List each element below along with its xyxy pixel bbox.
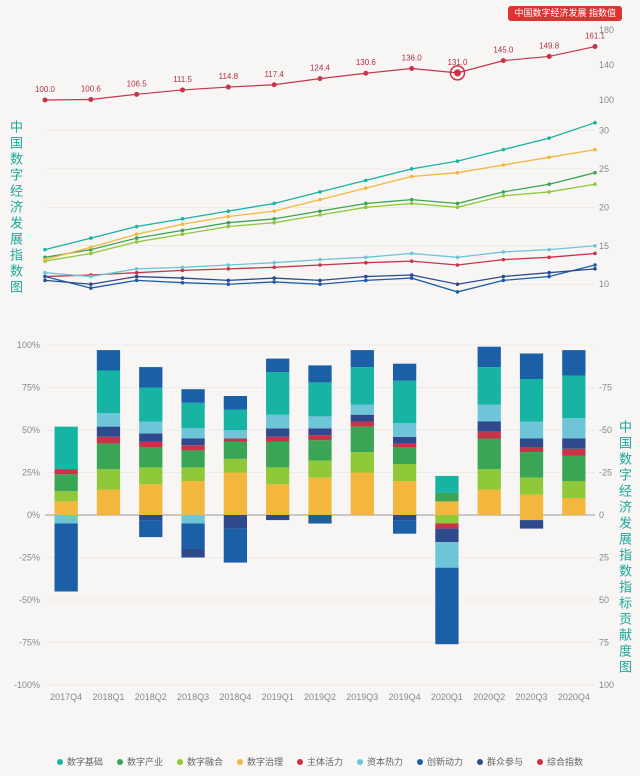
legend-item: 资本热力 xyxy=(357,755,403,768)
svg-text:25: 25 xyxy=(599,553,609,563)
svg-text:20: 20 xyxy=(599,202,609,212)
svg-text:100%: 100% xyxy=(17,340,40,350)
legend-item: 数字治理 xyxy=(237,755,283,768)
svg-text:100: 100 xyxy=(599,95,614,105)
svg-text:0%: 0% xyxy=(27,510,40,520)
svg-text:2019Q1: 2019Q1 xyxy=(262,692,294,702)
top-chart: 100140180100.0100.6106.5111.5114.8117.41… xyxy=(0,0,640,330)
svg-text:2020Q4: 2020Q4 xyxy=(558,692,590,702)
legend-item: 数字产业 xyxy=(117,755,163,768)
svg-text:-50%: -50% xyxy=(19,595,40,605)
legend-item: 数字融合 xyxy=(177,755,223,768)
svg-text:2018Q3: 2018Q3 xyxy=(177,692,209,702)
svg-text:117.4: 117.4 xyxy=(264,70,284,79)
svg-text:-100%: -100% xyxy=(14,680,40,690)
svg-text:2018Q4: 2018Q4 xyxy=(219,692,251,702)
svg-text:50: 50 xyxy=(599,595,609,605)
svg-text:100.6: 100.6 xyxy=(81,84,102,93)
svg-text:2018Q2: 2018Q2 xyxy=(135,692,167,702)
svg-text:0: 0 xyxy=(599,510,604,520)
svg-text:140: 140 xyxy=(599,60,614,70)
svg-text:2019Q4: 2019Q4 xyxy=(389,692,421,702)
legend-item: 综合指数 xyxy=(537,755,583,768)
svg-text:145.0: 145.0 xyxy=(493,46,514,55)
svg-text:50%: 50% xyxy=(22,425,40,435)
svg-text:130.6: 130.6 xyxy=(356,58,377,67)
svg-text:30: 30 xyxy=(599,125,609,135)
svg-text:-25: -25 xyxy=(599,468,612,478)
svg-text:-50: -50 xyxy=(599,425,612,435)
legend-item: 创新动力 xyxy=(417,755,463,768)
svg-text:-25%: -25% xyxy=(19,553,40,563)
svg-text:15: 15 xyxy=(599,241,609,251)
svg-text:161.1: 161.1 xyxy=(585,32,606,41)
svg-text:114.8: 114.8 xyxy=(219,72,239,81)
svg-text:2019Q3: 2019Q3 xyxy=(346,692,378,702)
svg-text:2020Q3: 2020Q3 xyxy=(516,692,548,702)
svg-text:10: 10 xyxy=(599,279,609,289)
svg-text:111.5: 111.5 xyxy=(173,75,192,84)
svg-text:100: 100 xyxy=(599,680,614,690)
svg-text:100.0: 100.0 xyxy=(35,85,56,94)
svg-text:2020Q1: 2020Q1 xyxy=(431,692,463,702)
svg-text:-75%: -75% xyxy=(19,638,40,648)
bottom-chart: -100% 100 -75% 75 -50% 50 -25% 25 0% 0 25% -25 50% -5… xyxy=(0,330,640,730)
svg-text:124.4: 124.4 xyxy=(310,64,331,73)
svg-text:75%: 75% xyxy=(22,383,40,393)
svg-text:2019Q2: 2019Q2 xyxy=(304,692,336,702)
svg-text:106.5: 106.5 xyxy=(127,79,148,88)
svg-text:75: 75 xyxy=(599,638,609,648)
svg-text:2017Q4: 2017Q4 xyxy=(50,692,82,702)
svg-text:136.0: 136.0 xyxy=(402,54,423,63)
svg-text:149.8: 149.8 xyxy=(539,41,560,50)
svg-text:25: 25 xyxy=(599,164,609,174)
svg-text:2018Q1: 2018Q1 xyxy=(92,692,124,702)
legend-item: 群众参与 xyxy=(477,755,523,768)
svg-text:2020Q2: 2020Q2 xyxy=(473,692,505,702)
svg-text:131.0: 131.0 xyxy=(447,58,468,67)
legend-item: 主体活力 xyxy=(297,755,343,768)
legend-item: 数字基础 xyxy=(57,755,103,768)
legend: 数字基础 数字产业 数字融合 数字治理 主体活力 资本热力 创新动力 群众参与 综合指数 xyxy=(40,755,600,768)
svg-text:25%: 25% xyxy=(22,468,40,478)
svg-text:-75: -75 xyxy=(599,383,612,393)
